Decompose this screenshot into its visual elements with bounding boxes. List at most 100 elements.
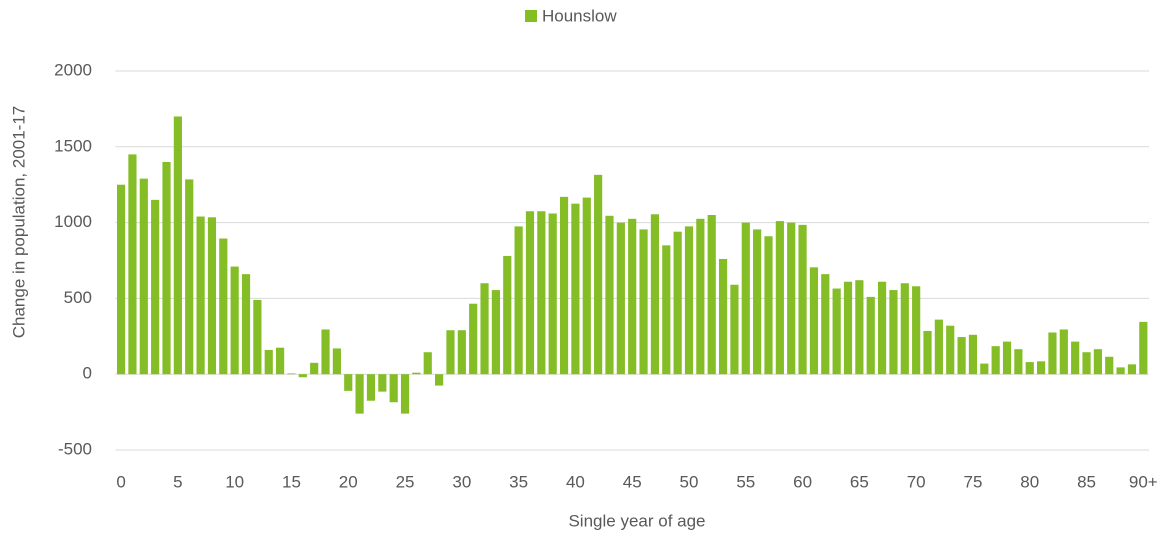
y-tick-label: 0 — [83, 364, 92, 383]
bar — [366, 374, 376, 401]
y-tick-label: 2000 — [54, 60, 92, 79]
bar — [514, 226, 523, 375]
bar — [548, 213, 557, 375]
bar — [128, 154, 137, 375]
bar — [957, 337, 966, 375]
bar — [389, 374, 398, 403]
x-tick-label: 90+ — [1129, 472, 1158, 491]
bar — [446, 330, 455, 375]
y-tick-label: 1000 — [54, 212, 92, 231]
bar — [877, 281, 887, 375]
bar — [718, 258, 728, 375]
bar — [253, 299, 262, 375]
bar — [525, 211, 535, 375]
x-tick-label: 50 — [680, 472, 699, 491]
bar — [139, 178, 148, 375]
x-tick-label: 5 — [173, 472, 182, 491]
bar — [934, 319, 943, 375]
bar — [423, 352, 432, 375]
bar — [832, 288, 841, 375]
x-tick-label: 10 — [225, 472, 244, 491]
x-tick-label: 70 — [907, 472, 926, 491]
bar — [696, 218, 705, 375]
bar — [435, 374, 444, 386]
bar — [276, 347, 285, 375]
bar — [889, 290, 898, 375]
y-tick-label: 500 — [64, 288, 92, 307]
x-tick-label: 20 — [339, 472, 358, 491]
bar — [1116, 367, 1125, 375]
bar — [946, 325, 955, 375]
bar — [741, 222, 750, 375]
bar — [662, 245, 671, 375]
bar — [594, 174, 603, 375]
bar — [707, 215, 716, 375]
bar — [480, 283, 489, 375]
bar — [457, 330, 466, 375]
y-tick-label: 1500 — [54, 136, 92, 155]
bar — [412, 372, 421, 375]
bar — [684, 226, 694, 375]
legend-swatch — [525, 10, 537, 22]
bar — [843, 281, 853, 375]
bar — [344, 374, 353, 391]
bar — [298, 374, 307, 378]
bar — [764, 236, 773, 375]
bar — [730, 284, 739, 375]
bar — [287, 373, 296, 375]
bar — [821, 274, 830, 375]
bar — [968, 334, 978, 375]
bar — [1139, 321, 1148, 375]
bar — [537, 211, 546, 375]
bar — [116, 184, 126, 375]
x-tick-label: 40 — [566, 472, 585, 491]
bar — [400, 374, 410, 414]
bar — [673, 231, 682, 375]
x-tick-label: 35 — [509, 472, 528, 491]
bar — [991, 346, 1000, 375]
bar — [639, 229, 648, 375]
bar — [787, 222, 796, 375]
bar — [241, 274, 251, 375]
x-tick-label: 45 — [623, 472, 642, 491]
bar — [332, 348, 341, 375]
bar — [753, 229, 762, 375]
bar — [980, 363, 989, 375]
bar — [1082, 352, 1091, 375]
bar — [1127, 364, 1137, 375]
bar — [809, 267, 819, 375]
bar — [264, 349, 273, 375]
x-tick-label: 55 — [736, 472, 755, 491]
bar — [1071, 341, 1080, 375]
bar — [162, 161, 171, 375]
bar — [1059, 329, 1068, 375]
bar — [321, 329, 330, 375]
bar — [866, 296, 875, 375]
bar — [912, 286, 921, 375]
bar — [1048, 332, 1057, 375]
x-tick-label: 85 — [1077, 472, 1096, 491]
bar — [628, 218, 637, 375]
x-tick-label: 0 — [116, 472, 125, 491]
bar — [230, 266, 239, 375]
bar — [378, 374, 387, 392]
bar — [173, 116, 182, 375]
bar — [616, 222, 625, 375]
x-tick-label: 30 — [452, 472, 471, 491]
bar — [923, 330, 932, 375]
bar — [582, 197, 591, 375]
bar — [1002, 341, 1012, 375]
x-tick-label: 65 — [850, 472, 869, 491]
bar — [798, 224, 807, 375]
bar — [650, 214, 660, 375]
bar — [151, 199, 160, 375]
bar — [469, 303, 478, 375]
bar — [1093, 349, 1102, 375]
x-tick-label: 75 — [963, 472, 982, 491]
bar — [900, 283, 909, 375]
y-tick-label: -500 — [58, 439, 92, 458]
bar — [491, 290, 500, 375]
bar — [219, 238, 228, 375]
x-tick-label: 60 — [793, 472, 812, 491]
